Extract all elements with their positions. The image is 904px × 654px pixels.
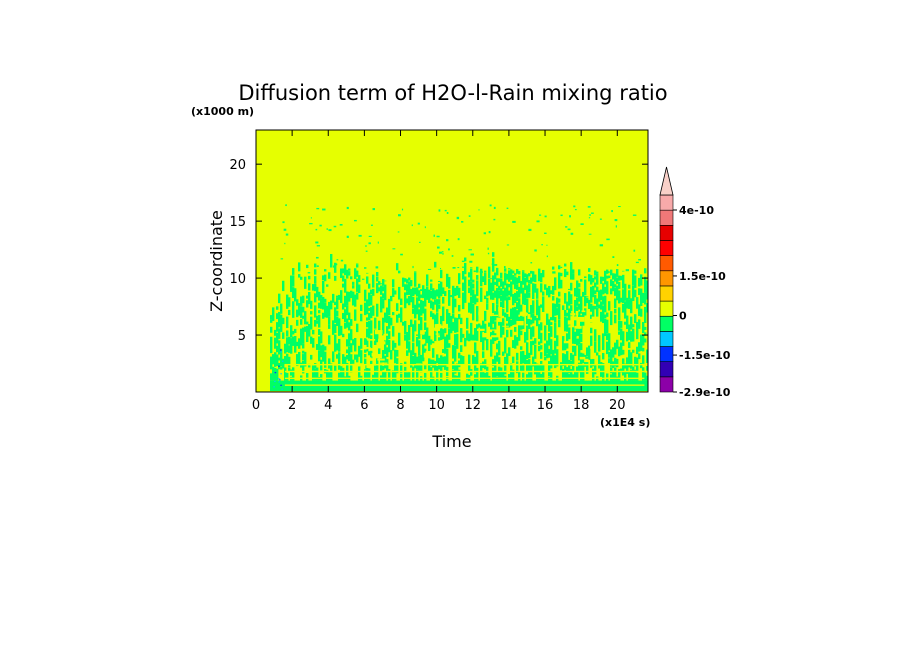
colorbar: 4e-10 1.5e-10 0 -1.5e-10 -2.9e-10 <box>659 166 731 399</box>
colorbar-level <box>659 285 674 302</box>
y-tick-label: 10 <box>229 272 246 287</box>
colorbar-level <box>659 331 674 347</box>
y-axis: 5 10 15 20 <box>229 158 648 344</box>
colorbar-level <box>659 376 674 393</box>
colorbar-tick-label: 1.5e-10 <box>679 270 726 283</box>
x-unit-label: (x1E4 s) <box>600 416 650 429</box>
y-tick-label: 15 <box>229 215 246 230</box>
y-tick-label: 20 <box>229 158 246 173</box>
x-axis-label: Time <box>431 432 471 451</box>
colorbar-level <box>659 315 674 332</box>
colorbar-level <box>659 270 674 287</box>
plot-area <box>255 129 649 393</box>
y-unit-label: (x1000 m) <box>191 105 254 118</box>
chart-title: Diffusion term of H2O-l-Rain mixing rati… <box>238 81 667 105</box>
y-tick-label: 5 <box>238 329 246 344</box>
colorbar-level <box>659 361 674 378</box>
x-tick-label: 12 <box>465 398 482 413</box>
diffusion-field <box>270 204 649 391</box>
x-tick-label: 4 <box>324 398 332 413</box>
x-tick-label: 18 <box>573 398 590 413</box>
colorbar-tick-label: -2.9e-10 <box>679 386 731 399</box>
colorbar-level <box>659 300 674 317</box>
x-tick-label: 14 <box>501 398 518 413</box>
colorbar-level <box>659 209 674 226</box>
colorbar-tick-label: 0 <box>679 310 687 323</box>
colorbar-level <box>659 240 674 256</box>
colorbar-extend-arrow <box>659 166 674 196</box>
colorbar-tick-label: 4e-10 <box>679 204 714 217</box>
x-tick-label: 2 <box>288 398 296 413</box>
x-tick-label: 8 <box>396 398 404 413</box>
x-axis: 0 2 4 6 8 10 12 14 16 18 20 <box>252 130 626 413</box>
colorbar-level <box>659 225 674 241</box>
colorbar-tick-label: -1.5e-10 <box>679 349 731 362</box>
x-tick-label: 6 <box>360 398 368 413</box>
x-tick-label: 0 <box>252 398 260 413</box>
x-tick-label: 16 <box>537 398 554 413</box>
plot-frame <box>255 129 649 393</box>
x-tick-label: 10 <box>428 398 445 413</box>
y-axis-label: Z-coordinate <box>207 210 226 312</box>
colorbar-level <box>659 346 674 362</box>
x-tick-label: 20 <box>609 398 626 413</box>
colorbar-level <box>659 255 674 272</box>
colorbar-level <box>659 194 674 211</box>
